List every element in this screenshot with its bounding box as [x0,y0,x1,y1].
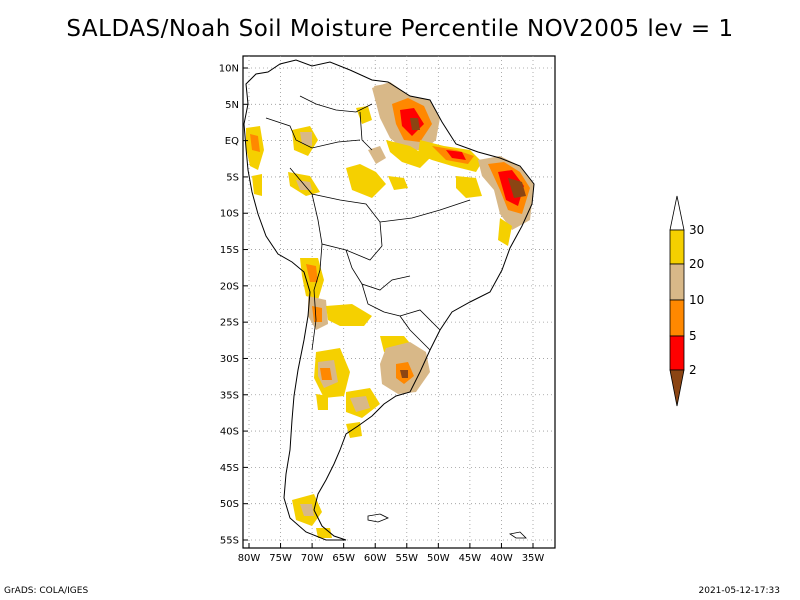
legend-swatch-20-30 [669,229,685,265]
legend-label-2: 2 [689,363,697,377]
lon-tick-label: 65W [332,553,355,564]
lat-tick-label: 5S [226,172,239,183]
legend-label-5: 5 [689,329,697,343]
lat-tick-label: 40S [220,427,239,438]
lat-tick-label: 20S [220,281,239,292]
lat-tick-label: 10S [220,209,239,220]
lon-tick-label: 70W [301,553,324,564]
legend-label-10: 10 [689,293,704,307]
legend-swatch-above-30 [669,195,685,231]
lat-tick-label: 30S [220,354,239,365]
lat-tick-label: 50S [220,499,239,510]
lon-tick-label: 80W [238,553,261,564]
legend-swatch-5-10 [669,299,685,337]
south-america-coastline [243,59,535,541]
lat-tick-label: EQ [225,136,239,147]
footer-timestamp: 2021-05-12-17:33 [698,586,781,596]
legend-swatch-2-5 [669,335,685,371]
lon-tick-label: 55W [395,553,418,564]
lon-tick-label: 35W [522,553,545,564]
legend-swatch-below-2 [669,369,685,407]
latitude-ticks: 10N 5N EQ 5S 10S 15S 20S 25S 30S 35S 40S 45S 50S 55S [219,64,248,547]
lat-tick-label: 55S [220,536,239,547]
legend-label-20: 20 [689,257,704,271]
map-title: SALDAS/Noah Soil Moisture Percentile NOV… [66,16,734,42]
lat-tick-label: 35S [220,390,239,401]
colorbar-legend: 30 20 10 5 2 [669,195,704,407]
lon-tick-label: 40W [490,553,513,564]
footer-credit: GrADS: COLA/IGES [4,586,89,596]
south-georgia [508,531,527,539]
lon-tick-label: 50W [427,553,450,564]
lon-tick-label: 45W [459,553,482,564]
lon-tick-label: 75W [269,553,292,564]
percentile-shading [246,82,534,538]
lat-tick-label: 10N [219,64,239,75]
lat-tick-label: 15S [220,245,239,256]
falkland-islands [367,513,389,523]
map-panel: 10N5NEQ5S10S15S20S25S30S35S40S45S50S55S … [219,55,556,564]
lat-tick-label: 5N [225,100,239,111]
longitude-ticks: 80W 75W 70W 65W 60W 55W 50W 45W 40W 35W [238,543,545,564]
legend-swatch-10-20 [669,263,685,301]
country-borders [265,95,471,351]
legend-label-30: 30 [689,223,704,237]
lat-tick-label: 25S [220,318,239,329]
lon-tick-label: 60W [364,553,387,564]
lat-tick-label: 45S [220,463,239,474]
